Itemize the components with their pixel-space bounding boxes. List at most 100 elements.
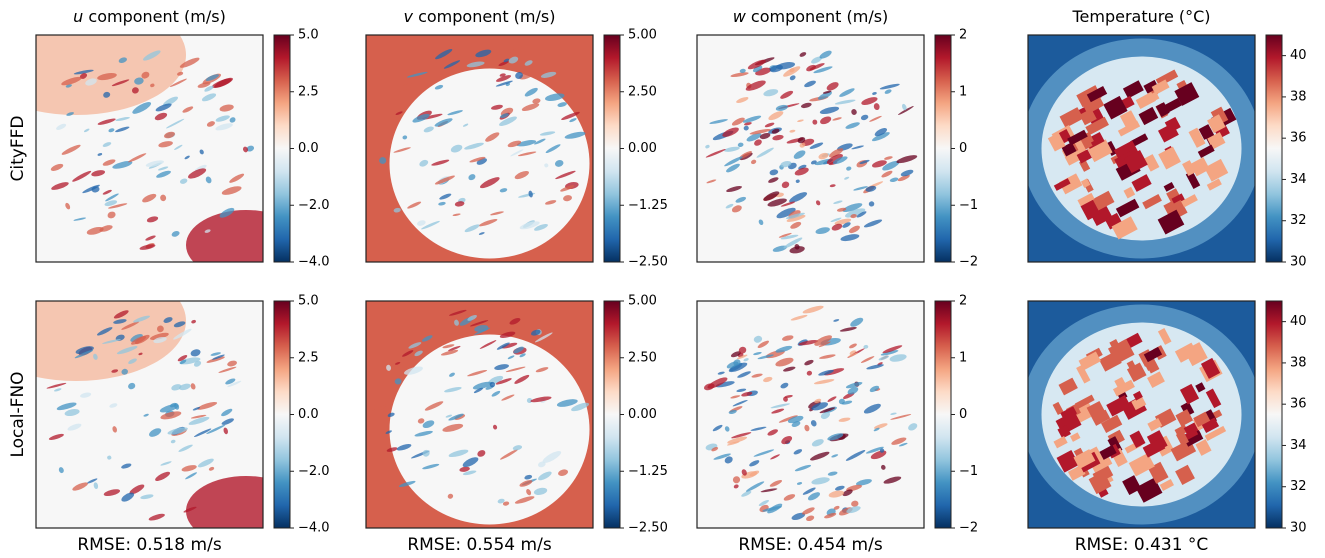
heatmap: [1028, 301, 1255, 528]
field-streak: [839, 327, 857, 332]
field-streak: [535, 367, 549, 373]
field-streak: [193, 360, 202, 367]
field-streak: [814, 398, 822, 404]
field-streak: [815, 227, 830, 235]
field-streak: [143, 413, 149, 417]
field-streak: [789, 192, 808, 203]
field-streak: [528, 190, 533, 198]
field-streak: [542, 451, 562, 463]
field-streak: [753, 449, 775, 457]
field-streak: [872, 160, 887, 168]
column-title: w component (m/s): [733, 7, 889, 26]
field-streak: [73, 69, 94, 75]
building: [1122, 80, 1144, 99]
field-streak: [190, 383, 196, 390]
building: [1179, 383, 1200, 405]
field-streak: [847, 386, 859, 395]
field-streak: [898, 105, 914, 115]
building: [1195, 439, 1212, 456]
field-streak: [526, 488, 532, 496]
field-streak: [801, 102, 812, 109]
field-streak: [850, 317, 864, 327]
building: [1151, 79, 1170, 95]
colorbar-tick-label: 0: [959, 407, 967, 422]
field-streak: [130, 333, 143, 342]
field-streak: [763, 89, 779, 97]
colorbar: [934, 34, 952, 263]
building: [1135, 477, 1163, 503]
field-streak: [219, 104, 234, 112]
panel-frame: [35, 300, 264, 529]
field-streak: [838, 417, 851, 422]
field-streak: [507, 355, 515, 360]
field-streak: [561, 111, 580, 120]
field-streak: [775, 345, 793, 353]
field-streak: [861, 97, 878, 106]
colorbar-tick-label: 30: [1290, 521, 1307, 536]
field-streak: [159, 404, 179, 413]
building: [1181, 194, 1198, 208]
field-streak: [732, 476, 741, 484]
colorbar-tick-label: 2.5: [298, 84, 319, 99]
building: [1107, 338, 1135, 365]
field-streak: [851, 109, 857, 115]
heatmap: [366, 301, 593, 528]
field-streak: [793, 449, 803, 455]
field-streak: [795, 179, 800, 183]
field-streak: [227, 360, 237, 367]
field-streak: [417, 418, 425, 424]
field-streak: [188, 416, 210, 425]
building: [1147, 417, 1163, 432]
title-text: component (m/s): [418, 7, 555, 26]
field-streak: [860, 356, 875, 363]
colorbar-tick-label: 0.00: [628, 141, 657, 156]
field-streak: [434, 118, 453, 127]
field-streak: [395, 111, 403, 115]
field-streak: [840, 234, 860, 242]
field-streak: [491, 104, 503, 110]
field-streak: [847, 352, 858, 358]
field-streak: [883, 476, 902, 484]
field-streak: [890, 414, 912, 420]
field-streak: [478, 218, 498, 227]
field-streak: [422, 463, 440, 470]
field-streak: [758, 219, 764, 226]
field-streak: [510, 149, 524, 157]
colorbar-tick-label: 36: [1290, 397, 1307, 412]
field-streak: [153, 336, 167, 344]
field-streak: [804, 80, 816, 88]
field-streak: [767, 429, 778, 436]
field-streak: [163, 317, 173, 323]
field-streak: [757, 354, 774, 360]
field-streak: [785, 212, 805, 219]
rmse-label: RMSE: 0.554 m/s: [407, 535, 552, 555]
field-streak: [72, 482, 88, 491]
field-streak: [190, 349, 201, 357]
field-streak: [464, 142, 484, 150]
field-streak: [797, 136, 806, 144]
field-streak: [475, 49, 492, 58]
title-symbol: w: [733, 7, 747, 26]
field-streak: [112, 426, 117, 433]
field-streak: [107, 455, 112, 460]
field-streak: [833, 200, 843, 204]
colorbar: [603, 34, 621, 263]
field-streak: [789, 68, 795, 73]
field-streak: [148, 513, 165, 521]
field-streak: [396, 444, 412, 451]
field-streak: [798, 339, 819, 346]
field-streak: [457, 314, 463, 318]
heatmap: [366, 35, 593, 262]
building: [1182, 160, 1197, 177]
field-streak: [402, 350, 414, 357]
field-streak: [519, 480, 533, 487]
field-streak: [402, 135, 408, 140]
field-streak: [204, 229, 211, 233]
field-streak: [524, 87, 538, 97]
field-streak: [744, 122, 752, 126]
field-streak: [819, 354, 836, 359]
building: [1157, 123, 1179, 143]
field-streak: [503, 58, 510, 63]
colorbar: [603, 300, 621, 529]
field-streak: [215, 115, 230, 122]
